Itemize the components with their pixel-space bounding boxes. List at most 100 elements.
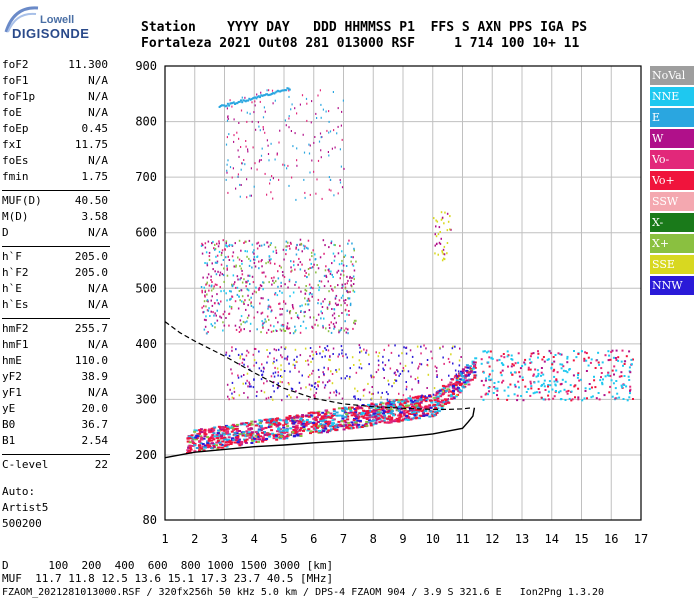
echo-point (291, 304, 294, 306)
param-label: fmin (2, 170, 29, 183)
echo-point (256, 168, 258, 171)
echo-point (289, 312, 291, 315)
echo-point (488, 365, 491, 368)
echo-point (332, 252, 335, 255)
echo-point (521, 365, 524, 367)
echo-point (315, 112, 317, 115)
echo-point (326, 423, 330, 426)
echo-point (243, 99, 246, 102)
echo-point (615, 369, 618, 372)
echo-point (250, 194, 252, 197)
echo-point (215, 444, 218, 447)
echo-point (488, 378, 491, 381)
echo-point (473, 365, 476, 368)
echo-point (331, 262, 333, 265)
echo-point (307, 247, 309, 250)
echo-point (312, 422, 316, 424)
echo-point (220, 427, 224, 429)
echo-point (226, 245, 228, 248)
echo-point (342, 428, 346, 431)
echo-point (231, 392, 233, 395)
echo-point (194, 436, 198, 439)
echo-point (203, 305, 205, 308)
echo-point (365, 414, 369, 417)
echo-point (625, 355, 628, 358)
echo-point (303, 151, 306, 154)
echo-point (426, 412, 430, 415)
echo-point (368, 391, 371, 394)
echo-point (312, 417, 316, 420)
echo-point (238, 100, 241, 103)
echo-point (321, 417, 325, 420)
echo-point (610, 351, 613, 353)
echo-point (327, 368, 329, 371)
echo-point (280, 324, 283, 327)
echo-point (314, 422, 318, 425)
echo-point (584, 351, 587, 354)
auto-scaler-name: Artist5 (2, 501, 49, 514)
echo-point (333, 391, 335, 394)
echo-point (241, 361, 244, 364)
param-value: 11.75 (74, 138, 108, 151)
echo-point (278, 90, 281, 93)
echo-point (306, 102, 308, 105)
echo-point (382, 367, 384, 370)
echo-point (377, 359, 380, 362)
echo-point (331, 314, 334, 317)
echo-point (202, 430, 206, 433)
echo-point (321, 356, 323, 359)
echo-point (212, 438, 216, 441)
echo-point (543, 360, 546, 363)
echo-point (311, 431, 315, 433)
echo-point (279, 375, 282, 377)
echo-point (613, 365, 616, 368)
echo-point (232, 101, 235, 104)
x-tick-label: 7 (340, 532, 347, 546)
echo-point (349, 375, 351, 378)
echo-point (188, 437, 192, 440)
echo-point (469, 365, 473, 368)
param-row-foes: foEs N/A (2, 154, 108, 170)
echo-point (249, 383, 251, 386)
echo-point (303, 178, 305, 181)
echo-point (510, 358, 513, 360)
echo-point (301, 250, 303, 253)
param-label: MUF(D) (2, 194, 42, 207)
echo-point (231, 283, 233, 286)
echo-point (193, 429, 197, 432)
echo-point (226, 299, 228, 302)
echo-point (225, 242, 227, 245)
echo-point (256, 433, 260, 436)
echo-point (247, 274, 249, 277)
echo-point (248, 97, 251, 100)
echo-point (280, 266, 282, 269)
echo-point (458, 391, 462, 394)
echo-point (463, 376, 467, 379)
echo-point (324, 384, 327, 387)
echo-point (456, 375, 459, 378)
echo-point (349, 408, 352, 411)
echo-point (600, 372, 603, 374)
echo-point (441, 251, 444, 254)
echo-point (306, 299, 309, 302)
echo-point (458, 359, 461, 362)
echo-point (301, 414, 305, 417)
echo-point (411, 388, 413, 391)
echo-point (274, 366, 276, 369)
echo-point (344, 308, 347, 311)
echo-point (305, 327, 307, 330)
echo-point (420, 345, 422, 348)
echo-point (268, 255, 271, 258)
echo-point (584, 387, 587, 390)
echo-point (288, 117, 290, 120)
param-value: 20.0 (81, 402, 109, 415)
param-label: yF2 (2, 370, 22, 383)
echo-point (399, 372, 402, 375)
echo-point (348, 314, 350, 316)
echo-point (547, 398, 550, 401)
echo-point (338, 414, 342, 417)
echo-point (540, 367, 543, 369)
echo-point (564, 370, 567, 373)
echo-point (311, 100, 313, 103)
echo-point (390, 410, 394, 413)
